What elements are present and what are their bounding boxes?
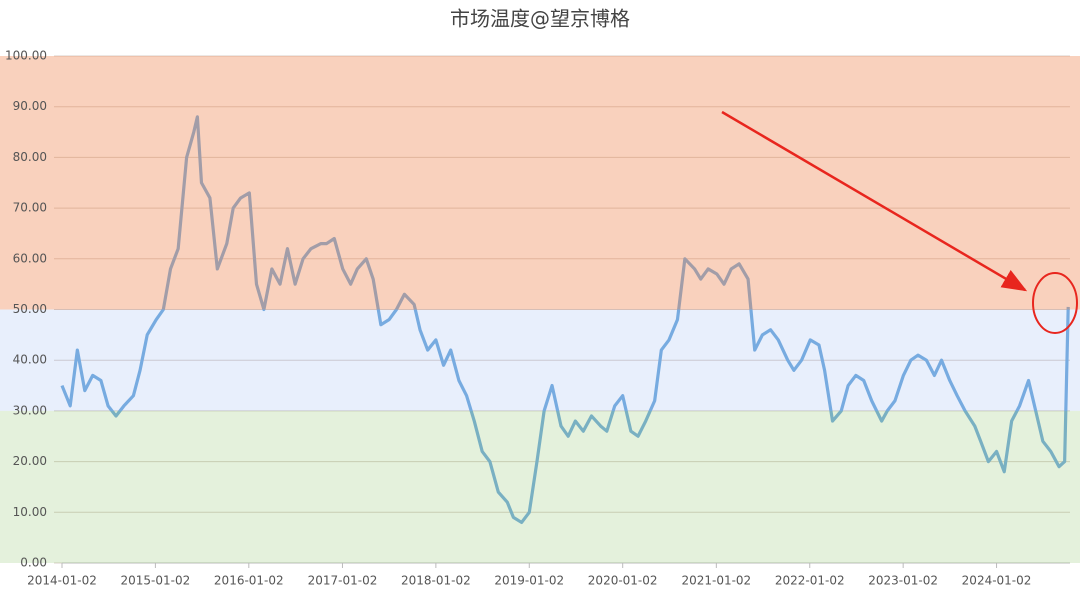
x-tick-label: 2020-01-02 — [588, 574, 658, 588]
y-tick-label: 90.00 — [13, 99, 47, 113]
x-tick-label: 2022-01-02 — [775, 574, 845, 588]
x-tick-label: 2024-01-02 — [962, 574, 1032, 588]
y-tick-label: 10.00 — [13, 505, 47, 519]
y-tick-label: 40.00 — [13, 353, 47, 367]
x-tick-label: 2021-01-02 — [681, 574, 751, 588]
x-tick-label: 2017-01-02 — [308, 574, 378, 588]
y-tick-label: 20.00 — [13, 454, 47, 468]
x-tick-label: 2018-01-02 — [401, 574, 471, 588]
y-tick-label: 80.00 — [13, 150, 47, 164]
x-tick-label: 2015-01-02 — [121, 574, 191, 588]
data-line — [60, 115, 1070, 525]
annotation — [721, 110, 1078, 334]
x-tick-label: 2014-01-02 — [27, 574, 97, 588]
x-tick-label: 2019-01-02 — [494, 574, 564, 588]
band — [0, 309, 1080, 411]
band — [0, 56, 1080, 310]
x-tick-label: 2023-01-02 — [868, 574, 938, 588]
band — [0, 410, 1080, 563]
y-tick-label: 30.00 — [13, 403, 47, 417]
arrow — [721, 110, 1028, 292]
y-tick-label: 0.00 — [20, 556, 47, 570]
highlight-circle — [1032, 272, 1078, 334]
chart-title: 市场温度@望京博格 — [450, 7, 630, 31]
y-tick-label: 50.00 — [13, 302, 47, 316]
x-tick-label: 2016-01-02 — [214, 574, 284, 588]
y-tick-label: 60.00 — [13, 251, 47, 265]
y-tick-label: 70.00 — [13, 201, 47, 215]
y-tick-label: 100.00 — [5, 49, 47, 63]
